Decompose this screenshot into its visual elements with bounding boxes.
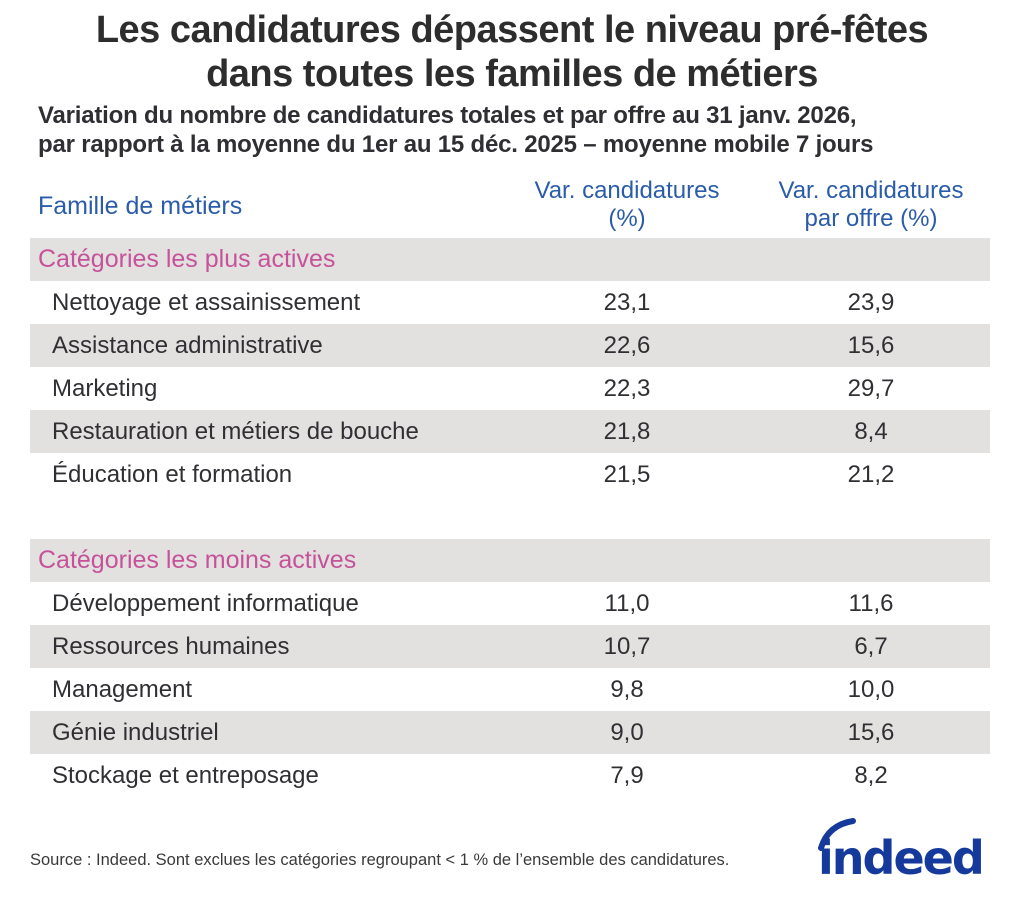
- column-header-var-offer-line2: par offre (%): [804, 205, 938, 232]
- row-var-total: 23,1: [603, 288, 651, 316]
- indeed-logo: indeed: [818, 818, 985, 882]
- table-row: Management 9,8 10,0: [30, 668, 990, 711]
- table-row: Stockage et entreposage 7,9 8,2: [30, 754, 990, 797]
- row-label: Stockage et entreposage: [52, 761, 319, 789]
- column-header-var-total-line1: Var. candidatures: [534, 177, 720, 204]
- row-var-total: 7,9: [610, 761, 644, 789]
- row-var-total: 21,5: [603, 460, 651, 488]
- page-subtitle-line1: Variation du nombre de candidatures tota…: [38, 102, 857, 129]
- table-row: Assistance administrative 22,6 15,6: [30, 324, 990, 367]
- row-label: Développement informatique: [52, 589, 359, 617]
- row-var-offer: 8,4: [854, 417, 888, 445]
- row-label: Nettoyage et assainissement: [52, 288, 361, 316]
- table-row: Marketing 22,3 29,7: [30, 367, 990, 410]
- row-var-offer: 15,6: [847, 331, 895, 359]
- table-row: Développement informatique 11,0 11,6: [30, 582, 990, 625]
- row-var-offer: 6,7: [854, 632, 888, 660]
- row-label: Management: [52, 675, 193, 703]
- indeed-logo-wordmark: indeed: [818, 831, 983, 882]
- source-note: Source : Indeed. Sont exclues les catégo…: [30, 851, 730, 869]
- page-subtitle-line2: par rapport à la moyenne du 1er au 15 dé…: [38, 131, 874, 158]
- row-var-offer: 15,6: [847, 718, 895, 746]
- column-header-var-offer-line1: Var. candidatures: [778, 177, 964, 204]
- table-header-row: Famille de métiers Var. candidatures (%)…: [30, 175, 990, 238]
- applications-table: Famille de métiers Var. candidatures (%)…: [30, 175, 990, 797]
- row-var-total: 9,0: [610, 718, 644, 746]
- row-var-total: 10,7: [603, 632, 651, 660]
- column-header-var-offer: Var. candidatures par offre (%): [752, 175, 990, 233]
- section-most-active: Catégories les plus actives Nettoyage et…: [30, 238, 990, 496]
- indeed-logo-swoosh: [818, 818, 856, 851]
- page-subtitle: Variation du nombre de candidatures tota…: [38, 101, 998, 159]
- column-header-var-total: Var. candidatures (%): [502, 175, 752, 233]
- row-label: Ressources humaines: [52, 632, 290, 660]
- row-label: Génie industriel: [52, 718, 219, 746]
- table-row: Nettoyage et assainissement 23,1 23,9: [30, 281, 990, 324]
- row-var-total: 21,8: [603, 417, 651, 445]
- table-row: Génie industriel 9,0 15,6: [30, 711, 990, 754]
- row-var-total: 9,8: [610, 675, 644, 703]
- row-var-offer: 21,2: [847, 460, 895, 488]
- section-gap: [30, 496, 990, 539]
- row-label: Marketing: [52, 374, 158, 402]
- section-least-active: Catégories les moins actives Développeme…: [30, 539, 990, 797]
- row-var-offer: 11,6: [848, 589, 894, 617]
- row-label: Éducation et formation: [52, 460, 293, 488]
- section-header-most-active: Catégories les plus actives: [30, 238, 990, 281]
- row-var-offer: 8,2: [854, 761, 888, 789]
- section-header-least-active: Catégories les moins actives: [30, 539, 990, 582]
- table-row: Restauration et métiers de bouche 21,8 8…: [30, 410, 990, 453]
- row-var-offer: 29,7: [847, 374, 895, 402]
- row-label: Assistance administrative: [52, 331, 323, 359]
- row-var-offer: 10,0: [847, 675, 895, 703]
- row-label: Restauration et métiers de bouche: [52, 417, 419, 445]
- column-header-family: Famille de métiers: [38, 192, 243, 220]
- page-title-line1: Les candidatures dépassent le niveau pré…: [95, 9, 929, 51]
- table-row: Éducation et formation 21,5 21,2: [30, 453, 990, 496]
- row-var-total: 22,3: [603, 374, 651, 402]
- page-title-line2: dans toutes les familles de métiers: [206, 53, 818, 95]
- row-var-offer: 23,9: [847, 288, 895, 316]
- row-var-total: 22,6: [603, 331, 651, 359]
- table-row: Ressources humaines 10,7 6,7: [30, 625, 990, 668]
- page-title: Les candidatures dépassent le niveau pré…: [0, 8, 1024, 96]
- column-header-var-total-line2: (%): [608, 205, 646, 232]
- row-var-total: 11,0: [604, 589, 650, 617]
